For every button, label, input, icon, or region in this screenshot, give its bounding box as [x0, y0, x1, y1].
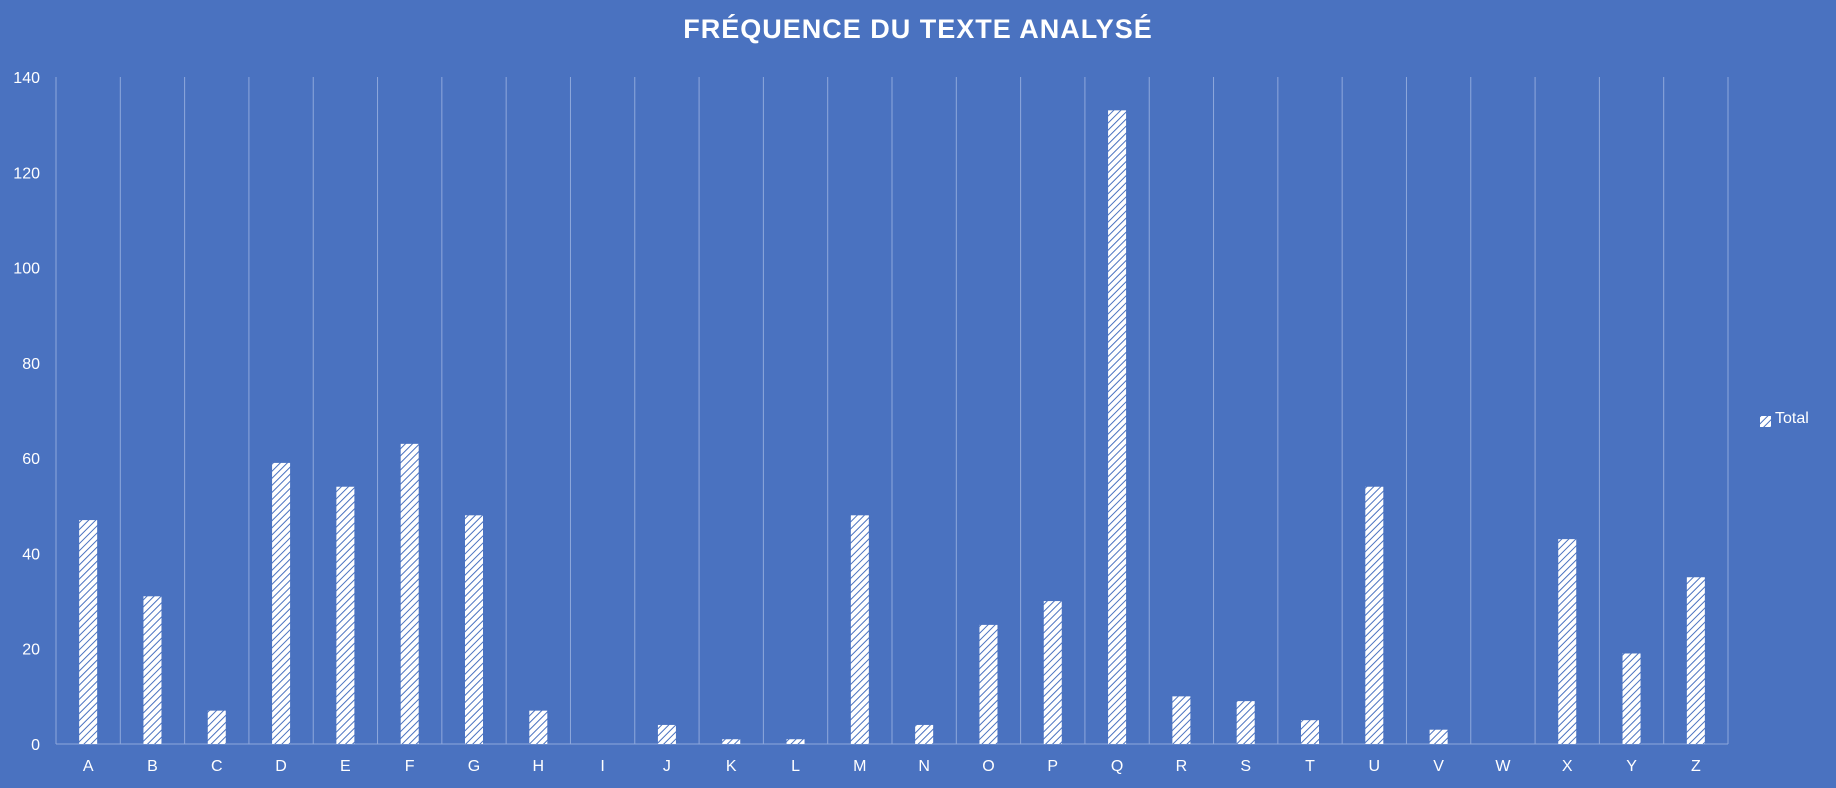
x-tick-label: N [918, 758, 930, 775]
bar-B [143, 596, 162, 744]
x-tick-label: T [1305, 758, 1315, 775]
x-tick-label: I [600, 758, 604, 775]
bar-M [850, 515, 869, 744]
y-tick-label: 40 [22, 546, 40, 563]
x-axis-ticks: A B C D E F G H I J K L M N O P Q R S T U V W X Y Z [83, 758, 1701, 775]
bar-Z [1686, 577, 1705, 744]
x-tick-label: R [1176, 758, 1188, 775]
x-tick-label: G [468, 758, 480, 775]
y-tick-label: 80 [22, 356, 40, 373]
legend-swatch [1760, 414, 1771, 427]
x-tick-label: Z [1691, 758, 1701, 775]
x-tick-label: P [1047, 758, 1058, 775]
bar-J [657, 724, 676, 744]
y-tick-label: 60 [22, 451, 40, 468]
bar-R [1172, 696, 1191, 744]
bar-O [979, 624, 998, 744]
bar-C [207, 710, 226, 744]
bar-U [1365, 486, 1384, 744]
gridlines [55, 77, 1729, 745]
y-tick-label: 100 [13, 261, 40, 278]
y-tick-label: 120 [13, 165, 40, 182]
x-tick-label: O [982, 758, 994, 775]
x-tick-label: A [83, 758, 94, 775]
x-tick-label: D [275, 758, 287, 775]
x-tick-label: W [1495, 758, 1511, 775]
y-axis-ticks: 0 20 40 60 80 100 120 140 [13, 70, 40, 754]
bar-K [722, 739, 741, 744]
bar-H [529, 710, 548, 744]
bars [79, 110, 1705, 745]
x-tick-label: H [533, 758, 545, 775]
bar-G [465, 515, 483, 744]
bar-Y [1622, 653, 1641, 744]
chart-title: FRÉQUENCE DU TEXTE ANALYSÉ [683, 14, 1153, 44]
x-tick-label: L [791, 758, 800, 775]
y-tick-label: 140 [13, 70, 40, 87]
bar-P [1043, 601, 1062, 744]
x-tick-label: S [1240, 758, 1251, 775]
x-tick-label: C [211, 758, 223, 775]
x-tick-label: K [726, 758, 737, 775]
bar-X [1558, 539, 1577, 744]
bar-T [1301, 720, 1319, 744]
x-tick-label: X [1562, 758, 1573, 775]
legend-label: Total [1775, 410, 1809, 427]
bar-V [1429, 729, 1448, 744]
bar-F [400, 443, 419, 744]
bar-L [786, 739, 805, 744]
bar-E [336, 486, 355, 744]
bar-S [1236, 701, 1255, 744]
bar-A [79, 520, 98, 744]
x-tick-label: Q [1111, 758, 1123, 775]
x-tick-label: E [340, 758, 351, 775]
x-tick-label: B [147, 758, 158, 775]
y-tick-label: 0 [31, 737, 40, 754]
legend: Total [1760, 410, 1809, 428]
x-tick-label: J [663, 758, 671, 775]
y-tick-label: 20 [22, 642, 40, 659]
bar-D [272, 462, 291, 744]
x-tick-label: F [405, 758, 415, 775]
x-tick-label: Y [1626, 758, 1637, 775]
x-tick-label: U [1369, 758, 1381, 775]
x-tick-label: M [853, 758, 866, 775]
x-tick-label: V [1433, 758, 1444, 775]
bar-N [915, 724, 934, 744]
bar-Q [1108, 110, 1127, 745]
